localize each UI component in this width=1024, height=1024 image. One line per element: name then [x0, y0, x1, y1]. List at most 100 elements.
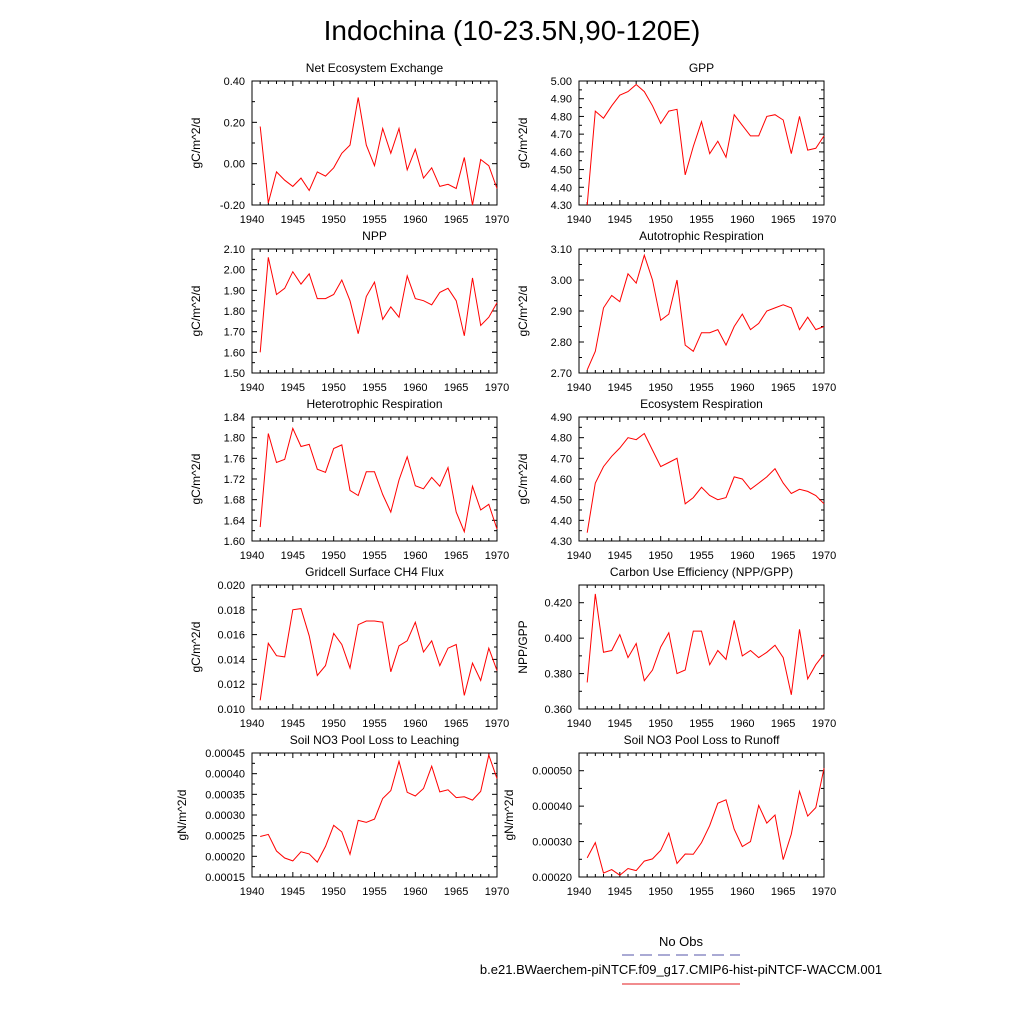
x-tick-label: 1940: [567, 886, 591, 898]
y-axis-label: NPP/GPP: [516, 620, 530, 673]
x-tick-label: 1960: [403, 382, 427, 394]
x-tick-label: 1965: [771, 214, 795, 226]
y-tick-label: 0.00015: [205, 872, 245, 884]
chart-panel: Carbon Use Efficiency (NPP/GPP) 1940 1945 1…: [516, 565, 836, 730]
y-tick-label: 4.70: [551, 129, 572, 141]
y-tick-label: 0.00040: [532, 801, 572, 813]
x-tick-label: 1970: [812, 382, 836, 394]
x-tick-label: 1955: [689, 382, 713, 394]
y-tick-label: 1.70: [224, 327, 245, 339]
panel-title: GPP: [689, 61, 714, 75]
x-tick-label: 1970: [485, 214, 509, 226]
chart-panel: NPP 1940 1945 1950 1955 1960 1965 1970 1.50 1.60 1…: [189, 229, 509, 394]
x-tick-label: 1960: [403, 550, 427, 562]
x-tick-label: 1955: [689, 886, 713, 898]
x-tick-label: 1965: [444, 214, 468, 226]
series-line: [259, 257, 498, 353]
x-tick-label: 1970: [812, 886, 836, 898]
y-tick-label: 0.20: [224, 117, 245, 129]
y-tick-label: -0.20: [220, 200, 245, 212]
y-tick-label: 4.60: [551, 147, 572, 159]
x-tick-label: 1955: [362, 214, 386, 226]
panel-title: Heterotrophic Respiration: [306, 397, 442, 411]
y-axis-label: gC/m^2/d: [189, 622, 203, 673]
x-tick-label: 1960: [730, 718, 754, 730]
y-tick-label: 0.380: [544, 669, 572, 681]
panel-grid: Net Ecosystem Exchange 1940 1945 1950 1955 19…: [175, 61, 836, 898]
x-tick-label: 1970: [485, 886, 509, 898]
x-tick-label: 1955: [362, 718, 386, 730]
x-tick-label: 1945: [608, 886, 632, 898]
legend: No Obs b.e21.BWaerchem-piNTCF.f09_g17.CM…: [480, 934, 882, 985]
y-tick-label: 4.90: [551, 412, 572, 424]
chart-panel: Autotrophic Respiration 1940 1945 1950 1955 1…: [516, 229, 836, 394]
y-axis-label: gC/m^2/d: [516, 454, 530, 505]
y-tick-label: 1.90: [224, 285, 245, 297]
chart-panel: Heterotrophic Respiration 1940 1945 1950 195…: [189, 397, 509, 562]
x-tick-label: 1970: [485, 382, 509, 394]
panel-title: Gridcell Surface CH4 Flux: [305, 565, 444, 579]
chart-panel: Ecosystem Respiration 1940 1945 1950 1955 196…: [516, 397, 836, 562]
x-tick-label: 1965: [771, 550, 795, 562]
series-line: [259, 97, 498, 206]
y-tick-label: 2.70: [551, 368, 572, 380]
x-tick-label: 1940: [240, 886, 264, 898]
x-tick-label: 1955: [362, 886, 386, 898]
y-tick-label: 0.00025: [205, 831, 245, 843]
y-tick-label: 0.00030: [205, 810, 245, 822]
y-tick-label: 2.10: [224, 244, 245, 256]
x-tick-label: 1955: [689, 214, 713, 226]
y-tick-label: 0.360: [544, 704, 572, 716]
y-tick-label: 0.00030: [532, 837, 572, 849]
chart-panel: Soil NO3 Pool Loss to Leaching 1940 1945 19…: [175, 733, 509, 898]
chart-panel: GPP 1940 1945 1950 1955 1960 1965 1970 4.30 4.40 4…: [516, 61, 836, 226]
y-tick-label: 2.90: [551, 306, 572, 318]
y-tick-label: 2.00: [224, 265, 245, 277]
y-tick-label: 0.00020: [205, 851, 245, 863]
y-tick-label: 1.76: [224, 453, 245, 465]
y-axis-label: gC/m^2/d: [516, 118, 530, 169]
x-tick-label: 1950: [648, 886, 672, 898]
y-tick-label: 4.50: [551, 495, 572, 507]
y-tick-label: 5.00: [551, 76, 572, 88]
y-tick-label: 4.80: [551, 111, 572, 123]
x-tick-label: 1970: [485, 718, 509, 730]
y-tick-label: 0.014: [217, 654, 245, 666]
x-tick-label: 1960: [730, 382, 754, 394]
y-tick-label: 4.60: [551, 474, 572, 486]
x-tick-label: 1940: [567, 718, 591, 730]
x-tick-label: 1955: [362, 550, 386, 562]
legend-label-model: b.e21.BWaerchem-piNTCF.f09_g17.CMIP6-his…: [480, 962, 882, 977]
x-tick-label: 1965: [444, 886, 468, 898]
series-line: [586, 432, 825, 533]
x-tick-label: 1950: [648, 382, 672, 394]
y-tick-label: 0.00035: [205, 789, 245, 801]
x-tick-label: 1940: [567, 550, 591, 562]
plot-frame: [251, 248, 498, 374]
x-tick-label: 1940: [240, 550, 264, 562]
y-tick-label: 0.010: [217, 704, 245, 716]
y-tick-label: 3.00: [551, 275, 572, 287]
x-tick-label: 1965: [444, 382, 468, 394]
x-tick-label: 1960: [730, 214, 754, 226]
x-tick-label: 1940: [240, 382, 264, 394]
panel-title: Autotrophic Respiration: [639, 229, 764, 243]
panel-title: Carbon Use Efficiency (NPP/GPP): [610, 565, 793, 579]
x-tick-label: 1945: [608, 382, 632, 394]
series-line: [586, 593, 825, 695]
x-tick-label: 1945: [281, 214, 305, 226]
x-tick-label: 1950: [321, 718, 345, 730]
x-tick-label: 1960: [403, 718, 427, 730]
x-tick-label: 1950: [648, 214, 672, 226]
x-tick-label: 1945: [281, 382, 305, 394]
y-tick-label: 4.50: [551, 165, 572, 177]
x-tick-label: 1965: [444, 550, 468, 562]
x-tick-label: 1965: [444, 718, 468, 730]
y-tick-label: 4.90: [551, 94, 572, 106]
y-axis-label: gC/m^2/d: [189, 118, 203, 169]
y-tick-label: 0.40: [224, 76, 245, 88]
y-tick-label: 1.68: [224, 495, 245, 507]
x-tick-label: 1940: [240, 718, 264, 730]
y-tick-label: 1.80: [224, 433, 245, 445]
